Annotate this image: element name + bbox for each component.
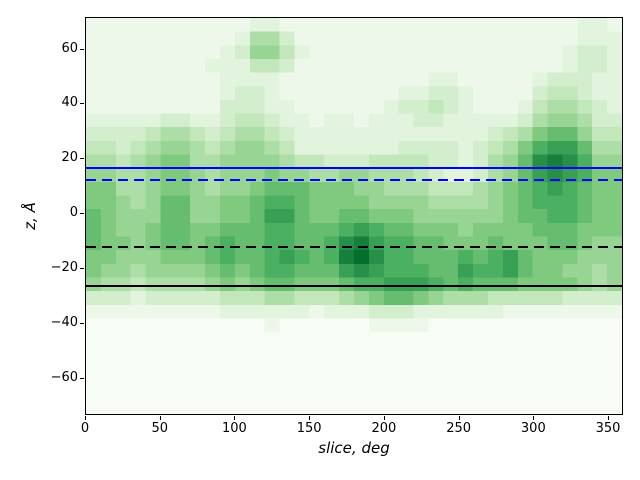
plot-area (85, 17, 623, 415)
y-tick-mark (80, 323, 84, 325)
y-tick-label: 60 (61, 40, 78, 56)
y-tick-label: 20 (61, 150, 78, 166)
y-axis-label: z, Å (21, 202, 39, 230)
x-tick-mark (309, 416, 311, 420)
x-tick-label: 50 (151, 421, 168, 436)
y-tick-label: 0 (69, 205, 78, 221)
y-tick-mark (80, 48, 84, 50)
y-tick-label: −20 (50, 260, 78, 276)
y-tick-mark (80, 103, 84, 105)
x-tick-label: 350 (595, 421, 621, 436)
x-tick-label: 300 (520, 421, 546, 436)
y-tick-mark (80, 377, 84, 379)
x-axis-label: slice, deg (318, 439, 390, 457)
x-tick-label: 250 (446, 421, 472, 436)
x-tick-mark (458, 416, 460, 420)
x-tick-mark (533, 416, 535, 420)
y-tick-mark (80, 213, 84, 215)
y-tick-mark (80, 158, 84, 160)
y-tick-label: 40 (61, 95, 78, 111)
blue-solid-hline (86, 167, 622, 170)
x-tick-mark (608, 416, 610, 420)
x-tick-mark (159, 416, 161, 420)
x-tick-mark (234, 416, 236, 420)
x-tick-label: 100 (222, 421, 247, 436)
black-dashed-hline (86, 245, 622, 248)
x-tick-label: 150 (296, 421, 322, 436)
x-tick-label: 0 (80, 421, 90, 436)
y-tick-label: −40 (50, 315, 78, 331)
heatmap (86, 18, 622, 414)
blue-dashed-hline (86, 178, 622, 181)
black-solid-hline (86, 284, 622, 287)
x-tick-mark (85, 416, 86, 420)
x-tick-mark (383, 416, 385, 420)
y-tick-label: −60 (50, 369, 78, 385)
x-tick-label: 200 (371, 421, 397, 436)
y-tick-mark (80, 268, 84, 270)
